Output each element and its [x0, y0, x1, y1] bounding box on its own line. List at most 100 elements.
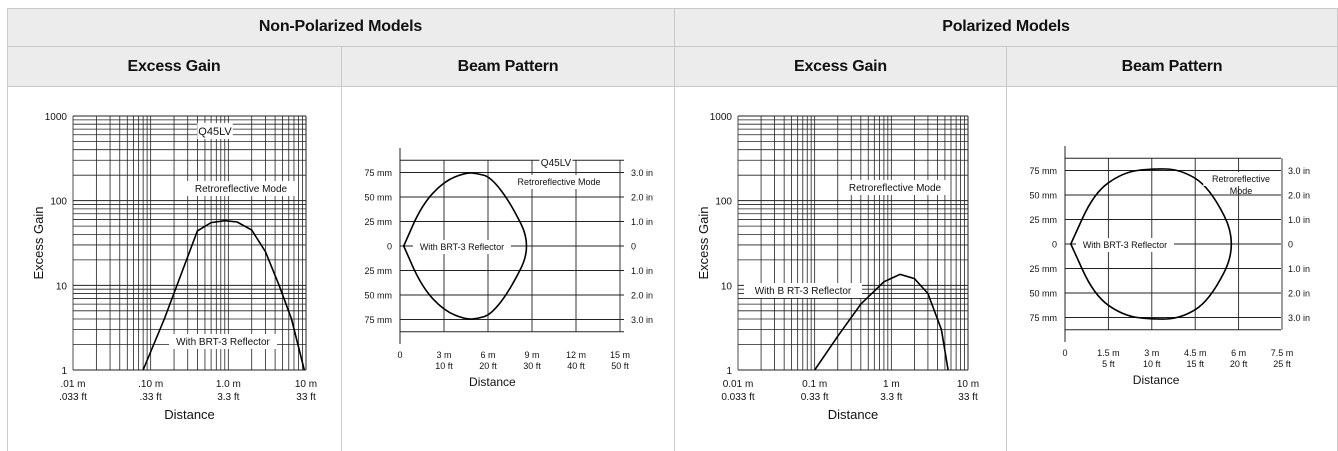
polarized-header: Polarized Models [675, 8, 1338, 47]
y-tick-label: 0 [387, 242, 392, 252]
x-tick-label: 10 m [295, 379, 317, 390]
mode-label: Retroreflective Mode [849, 183, 942, 194]
mode-label: Mode [1230, 186, 1253, 196]
x-tick-label: 0.01 m [723, 379, 754, 390]
gain-curve [814, 273, 949, 371]
x-tick-label: 1.0 m [216, 379, 241, 390]
y-tick-label: 50 mm [1029, 289, 1057, 299]
x-axis-title: Distance [469, 375, 516, 389]
x-tick-label: 0.1 m [802, 379, 827, 390]
y-tick-label-right: 2.0 in [1288, 191, 1310, 201]
y-tick-label: 100 [50, 197, 67, 208]
y-tick-label-right: 1.0 in [1288, 215, 1310, 225]
y-tick-label: 25 mm [1029, 264, 1057, 274]
x-tick-label: 4.5 m [1184, 348, 1207, 358]
y-tick-label: 10 [721, 281, 733, 292]
x-tick-label: 10 m [957, 379, 979, 390]
y-tick-label: 25 mm [1029, 215, 1057, 225]
reflector-label: With BRT-3 Reflector [420, 242, 504, 252]
x-tick-label: 0 [397, 350, 402, 360]
np-excess-gain-cell [7, 87, 342, 451]
y-tick-label-right: 3.0 in [631, 168, 653, 178]
x-tick-label: 25 ft [1273, 359, 1291, 369]
y-tick-label: 100 [715, 197, 732, 208]
y-tick-label: 1 [61, 366, 67, 377]
x-tick-label: 3.3 ft [880, 392, 902, 403]
y-tick-label: 75 mm [364, 315, 392, 325]
y-tick-label: 50 mm [1029, 191, 1057, 201]
y-tick-label-right: 1.0 in [631, 217, 653, 227]
p-beam-pattern-cell [1007, 87, 1338, 451]
np-beam-pattern-cell [342, 87, 675, 451]
y-tick-label-right: 0 [631, 242, 636, 252]
gain-curve [142, 219, 306, 371]
y-tick-label-right: 2.0 in [1288, 289, 1310, 299]
model-label: Q45LV [541, 158, 572, 169]
x-tick-label: 30 ft [523, 361, 541, 371]
p-excess-gain-header: Excess Gain [675, 47, 1007, 87]
x-tick-label: 33 ft [958, 392, 978, 403]
mode-label-bg [841, 180, 949, 195]
x-tick-label: 0 [1062, 348, 1067, 358]
reflector-label: With BRT-3 Reflector [1083, 240, 1167, 250]
x-tick-label: 40 ft [567, 361, 585, 371]
reflector-label: With B RT-3 Reflector [755, 286, 852, 297]
x-tick-label: 50 ft [611, 361, 629, 371]
y-tick-label: 1 [726, 366, 732, 377]
y-tick-label: 10 [56, 281, 68, 292]
y-tick-label: 25 mm [364, 266, 392, 276]
reflector-label-bg [1076, 238, 1174, 252]
x-tick-label: 7.5 m [1271, 348, 1294, 358]
p-excess-gain-cell [675, 87, 1007, 451]
x-tick-label: 1 m [883, 379, 900, 390]
reflector-label-bg [413, 240, 511, 254]
y-tick-label-right: 1.0 in [631, 266, 653, 276]
mode-label-bg [187, 181, 295, 196]
y-tick-label: 50 mm [364, 193, 392, 203]
x-tick-label: 1.5 m [1097, 348, 1120, 358]
mode-label-bg [1203, 172, 1279, 186]
mode-label: Retroreflective [1212, 174, 1270, 184]
np-beam-pattern-header: Beam Pattern [342, 47, 675, 87]
mode-label: Retroreflective Mode [195, 184, 288, 195]
y-tick-label: 50 mm [364, 291, 392, 301]
mode-label-bg [510, 175, 608, 189]
model-label: Q45LV [198, 126, 232, 138]
y-tick-label: 75 mm [1029, 313, 1057, 323]
y-tick-label: 75 mm [1029, 166, 1057, 176]
x-tick-label: .10 m [138, 379, 163, 390]
x-tick-label: 15 m [610, 350, 630, 360]
y-tick-label-right: 2.0 in [631, 291, 653, 301]
y-tick-label: 1000 [45, 112, 68, 123]
p-beam-pattern-header: Beam Pattern [1007, 47, 1338, 87]
reflector-label-bg [169, 334, 277, 349]
y-tick-label: 1000 [710, 112, 733, 123]
x-tick-label: 10 ft [435, 361, 453, 371]
beam-curve [402, 172, 528, 320]
x-tick-label: 6 m [480, 350, 495, 360]
x-tick-label: 0.033 ft [721, 392, 755, 403]
y-axis-title: Excess Gain [696, 207, 711, 280]
reflector-label-bg [744, 283, 862, 298]
x-tick-label: .01 m [60, 379, 85, 390]
y-tick-label: 0 [1052, 240, 1057, 250]
x-tick-label: 9 m [524, 350, 539, 360]
y-tick-label-right: 3.0 in [1288, 166, 1310, 176]
np-excess-gain-header: Excess Gain [7, 47, 342, 87]
x-tick-label: .33 ft [140, 392, 162, 403]
x-tick-label: 20 ft [479, 361, 497, 371]
y-axis-title: Excess Gain [31, 207, 46, 280]
x-tick-label: 33 ft [296, 392, 316, 403]
x-axis-title: Distance [828, 407, 879, 422]
x-tick-label: 3.3 ft [217, 392, 239, 403]
x-tick-label: 20 ft [1230, 359, 1248, 369]
y-tick-label-right: 0 [1288, 240, 1293, 250]
reflector-label: With BRT-3 Reflector [176, 337, 270, 348]
beam-curve [1070, 168, 1233, 320]
x-tick-label: 5 ft [1102, 359, 1115, 369]
y-tick-label-right: 2.0 in [631, 193, 653, 203]
x-tick-label: 3 m [436, 350, 451, 360]
